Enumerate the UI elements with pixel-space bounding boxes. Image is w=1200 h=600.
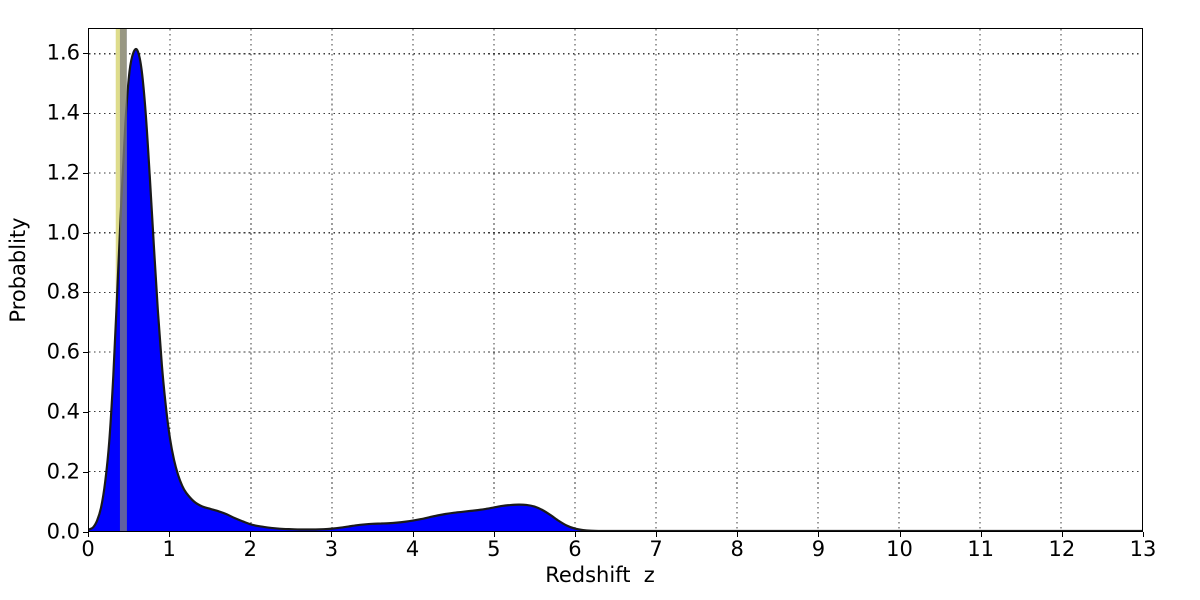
data-series-layer	[89, 29, 1142, 531]
chart-svg	[89, 29, 1142, 531]
x-axis-tick-label: 4	[405, 537, 420, 561]
plot-area	[88, 28, 1143, 532]
x-axis-tick-label: 13	[1129, 537, 1157, 561]
x-axis-tickmark	[169, 532, 170, 537]
x-axis-tick-label: 8	[730, 537, 744, 561]
x-axis-tick-label: 5	[487, 537, 501, 561]
y-axis-title: Probablity	[6, 217, 30, 323]
x-axis-tick-label: 11	[967, 537, 995, 561]
x-axis-tickmark	[1062, 532, 1063, 537]
x-axis-tickmark	[900, 532, 901, 537]
y-axis-tickmark	[83, 53, 88, 54]
y-axis-tick-label: 0.0	[46, 519, 80, 544]
x-axis-tickmark	[981, 532, 982, 537]
x-axis-tick-label: 2	[243, 537, 257, 561]
y-axis-tickmark	[83, 173, 88, 174]
x-axis-tick-label: 12	[1048, 537, 1076, 561]
x-axis-tickmark	[413, 532, 414, 537]
x-axis-tickmark	[737, 532, 738, 537]
y-axis-tick-label: 1.0	[46, 220, 80, 245]
x-axis-tick-label: 3	[324, 537, 339, 561]
x-axis-tick-label: 7	[649, 537, 663, 561]
y-axis-tickmark	[83, 292, 88, 293]
x-axis-tickmark	[575, 532, 576, 537]
x-axis-tickmark	[1143, 532, 1144, 537]
y-axis-tick-labels: 0.0 0.2 0.4 0.6 0.8 1.0 1.2 1.4 1.6	[0, 0, 80, 600]
y-axis-tickmark	[83, 352, 88, 353]
x-axis-tick-label: 10	[886, 537, 913, 561]
y-axis-tick-label: 1.6	[46, 40, 80, 65]
y-axis-tickmark	[83, 472, 88, 473]
x-axis-tickmark	[656, 532, 657, 537]
y-axis-tick-label: 0.2	[46, 459, 80, 484]
y-axis-tick-label: 1.2	[46, 160, 80, 185]
y-axis-tickmark	[83, 113, 88, 114]
x-axis-tickmark	[818, 532, 819, 537]
x-axis-tickmark	[494, 532, 495, 537]
y-axis-tick-label: 1.4	[46, 100, 80, 125]
x-axis-tick-label: 9	[811, 537, 826, 561]
y-axis-tickmark	[83, 233, 88, 234]
y-axis-tick-label: 0.8	[46, 279, 80, 304]
x-axis-title: Redshift z	[545, 563, 655, 587]
x-axis-tickmark	[88, 532, 89, 537]
y-axis-tickmark	[83, 532, 88, 533]
x-axis-tick-label: 0	[81, 537, 95, 561]
x-axis-tickmark	[250, 532, 251, 537]
x-axis-tick-label: 1	[162, 537, 176, 561]
y-axis-tick-label: 0.6	[46, 339, 80, 364]
x-axis-tick-label: 6	[568, 537, 582, 561]
y-axis-tick-label: 0.4	[46, 399, 80, 424]
gridlines-horizontal	[89, 53, 1142, 472]
y-axis-tickmark	[83, 412, 88, 413]
x-axis-tickmark	[331, 532, 332, 537]
